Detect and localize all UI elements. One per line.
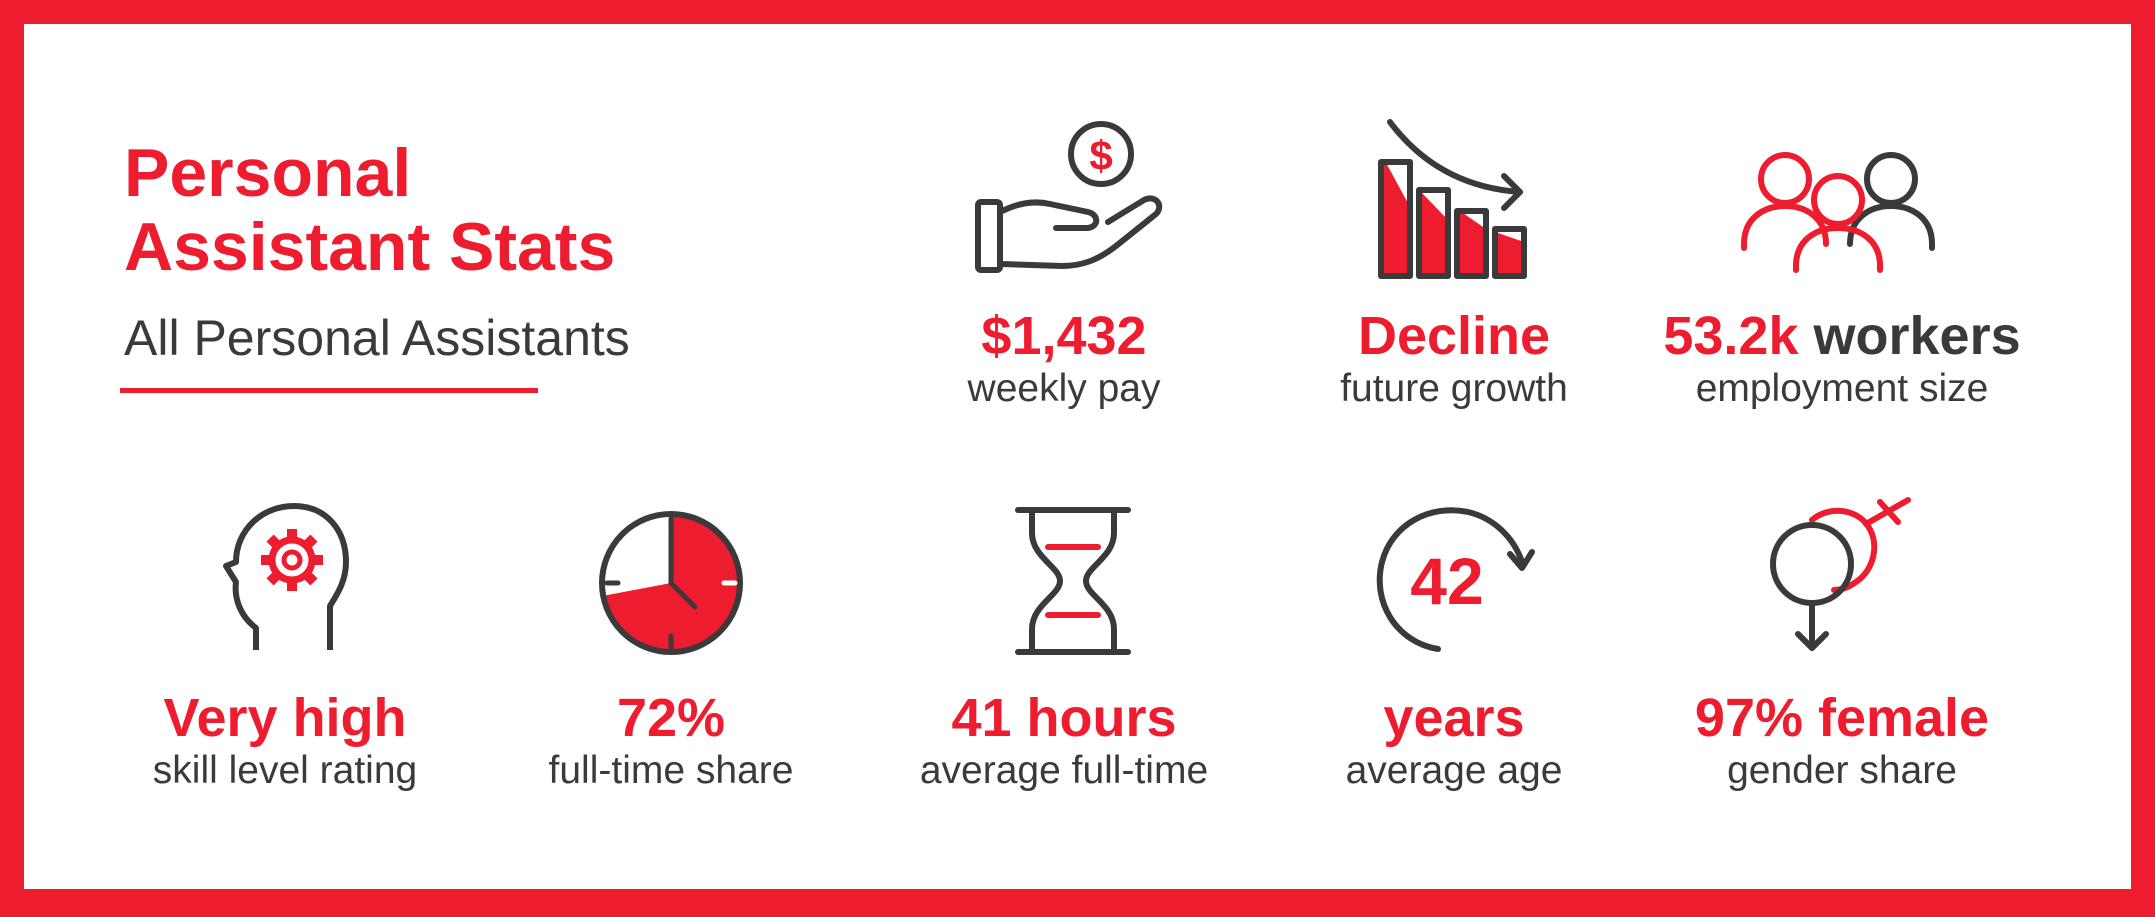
employment-label: employment size	[1695, 367, 1989, 410]
hours-label: average full-time	[919, 749, 1209, 792]
svg-text:$: $	[1089, 132, 1112, 179]
weekly-pay-value: $1,432	[981, 306, 1147, 366]
gender-symbols-icon	[1770, 497, 1911, 651]
future-growth-value: Decline	[1357, 306, 1551, 366]
stat-weekly-pay: $1,432 weekly pay	[854, 306, 1274, 412]
stat-hours: 41 hours average full-time	[854, 688, 1274, 794]
stat-average-age: years average age	[1244, 688, 1664, 794]
full-time-share-label: full-time share	[548, 749, 794, 792]
stat-skill-level: Very high skill level rating	[75, 688, 495, 794]
page-title: Personal Assistant Stats	[124, 136, 615, 284]
skill-level-label: skill level rating	[152, 749, 418, 792]
clock-pie-icon	[599, 511, 743, 655]
employment-value-suffix: workers	[1813, 306, 2021, 366]
title-divider	[120, 388, 538, 393]
gender-share-value: 97% female	[1694, 688, 1990, 748]
average-age-label: average age	[1345, 749, 1563, 792]
future-growth-label: future growth	[1340, 367, 1568, 410]
age-icon-number: 42	[1410, 544, 1483, 618]
skill-level-value: Very high	[163, 688, 407, 748]
stat-full-time-share: 72% full-time share	[461, 688, 881, 794]
title-line-2: Assistant Stats	[124, 209, 616, 285]
gender-share-label: gender share	[1727, 749, 1957, 792]
declining-bar-chart-icon	[1378, 119, 1527, 279]
people-group-icon	[1741, 152, 1935, 273]
employment-value: 53.2k	[1663, 306, 1799, 366]
stat-future-growth: Decline future growth	[1244, 306, 1664, 412]
full-time-share-value: 72%	[616, 688, 726, 748]
hours-value: 41 hours	[951, 688, 1177, 748]
stat-gender-share: 97% female gender share	[1632, 688, 2052, 794]
average-age-value: years	[1383, 688, 1525, 748]
hand-dollar-icon: $	[975, 121, 1163, 273]
stat-employment-size: 53.2k workers employment size	[1632, 306, 2052, 412]
page-subtitle: All Personal Assistants	[124, 310, 630, 366]
age-cycle-icon: 42	[1376, 507, 1535, 652]
weekly-pay-label: weekly pay	[967, 367, 1161, 410]
title-line-1: Personal	[124, 135, 412, 211]
head-gear-icon	[223, 503, 349, 650]
hourglass-icon	[1015, 507, 1131, 655]
